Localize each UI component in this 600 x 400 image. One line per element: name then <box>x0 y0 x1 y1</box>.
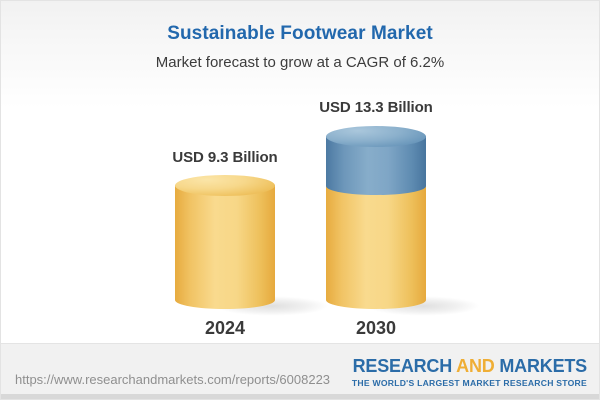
logo-word-and: AND <box>456 356 495 376</box>
bar-2024-top-cap <box>175 175 275 196</box>
bar-2030-cylinder <box>326 126 426 309</box>
research-and-markets-logo: RESEARCH AND MARKETS THE WORLD'S LARGEST… <box>352 356 587 388</box>
bar-2024-cylinder <box>175 175 275 309</box>
bar-2024-value-label: USD 9.3 Billion <box>172 149 278 166</box>
bar-2030-top-cap <box>326 126 426 147</box>
logo-tagline: THE WORLD'S LARGEST MARKET RESEARCH STOR… <box>351 378 587 388</box>
logo-word-markets: MARKETS <box>499 356 587 376</box>
bar-2030-category-label: 2030 <box>355 318 397 338</box>
bar-2024-category-label: 2024 <box>204 318 246 338</box>
logo-word-research: RESEARCH <box>352 356 453 376</box>
footer-bar: https://www.researchandmarkets.com/repor… <box>1 343 599 399</box>
bar-2030-value-label: USD 13.3 Billion <box>319 99 433 116</box>
footer-bottom-strip <box>1 394 599 399</box>
logo-wordmark: RESEARCH AND MARKETS <box>352 356 588 377</box>
report-url: https://www.researchandmarkets.com/repor… <box>15 372 331 387</box>
bar-2030-gold-segment <box>326 181 426 309</box>
bar-2024-gold-segment <box>175 185 275 309</box>
page-title: Sustainable Footwear Market <box>167 23 433 44</box>
page-subtitle: Market forecast to grow at a CAGR of 6.2… <box>155 54 445 71</box>
